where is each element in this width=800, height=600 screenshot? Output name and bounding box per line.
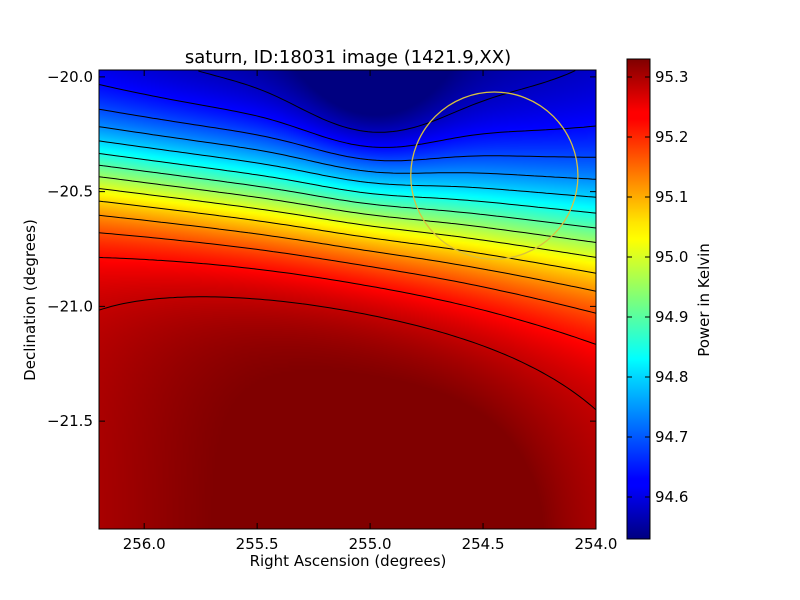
x-axis-label: Right Ascension (degrees)	[250, 552, 447, 570]
contour-line	[99, 214, 596, 292]
x-axis-ticks: 256.0 255.5 255.0 254.5 254.0	[123, 70, 618, 553]
contour-lines	[99, 70, 596, 411]
y-tick-label: −21.0	[47, 297, 93, 315]
contour-line	[99, 296, 596, 411]
y-axis-ticks: −20.0 −20.5 −21.0 −21.5	[47, 68, 596, 430]
colorbar-tick-label: 94.7	[655, 428, 688, 446]
colorbar-tick-label: 95.0	[655, 248, 688, 266]
colorbar-ticks: 94.6 94.7 94.8 94.9 95.0 95.1 95.2 95.3	[627, 68, 688, 506]
x-tick-label: 255.5	[236, 535, 279, 553]
colorbar-tick-label: 95.1	[655, 188, 688, 206]
contour-line	[99, 200, 596, 274]
x-tick-label: 254.5	[462, 535, 505, 553]
y-tick-label: −20.5	[47, 183, 93, 201]
contour-line	[99, 153, 596, 214]
y-axis-label: Declination (degrees)	[21, 219, 39, 381]
contour-line	[198, 70, 576, 133]
x-tick-label: 255.0	[349, 535, 392, 553]
contour-line	[99, 126, 596, 180]
x-tick-label: 256.0	[123, 535, 166, 553]
heatmap-image	[99, 70, 596, 529]
colorbar	[626, 58, 651, 540]
chart-title: saturn, ID:18031 image (1421.9,XX)	[185, 47, 511, 68]
plot-frame	[98, 69, 597, 530]
contour-line	[99, 176, 596, 243]
colorbar-tick-label: 94.6	[655, 488, 688, 506]
contour-line	[99, 232, 596, 314]
contour-line	[99, 188, 596, 258]
contour-line	[99, 140, 596, 198]
colorbar-tick-label: 95.2	[655, 128, 688, 146]
contour-line	[99, 256, 596, 345]
y-tick-label: −21.5	[47, 412, 93, 430]
x-tick-label: 254.0	[575, 535, 618, 553]
beam-circle	[410, 91, 579, 260]
contour-line	[99, 84, 596, 148]
colorbar-tick-label: 94.9	[655, 308, 688, 326]
contour-line	[99, 108, 596, 162]
y-tick-label: −20.0	[47, 68, 93, 86]
colorbar-label: Power in Kelvin	[695, 243, 713, 357]
colorbar-tick-label: 95.3	[655, 68, 688, 86]
colorbar-tick-label: 94.8	[655, 368, 688, 386]
contour-line	[99, 164, 596, 229]
